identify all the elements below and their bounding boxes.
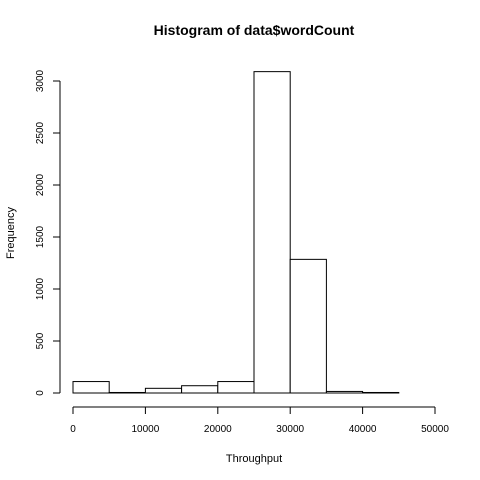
histogram-bar xyxy=(108,391,146,394)
bars-layer xyxy=(72,71,400,394)
x-tick-label: 0 xyxy=(70,424,76,435)
y-tick-label: 2000 xyxy=(35,173,46,196)
x-axis-label: Throughput xyxy=(226,453,282,465)
histogram-bar xyxy=(289,258,327,394)
y-tick-label: 2500 xyxy=(35,121,46,144)
histogram-bar xyxy=(253,71,291,394)
histogram-bar xyxy=(181,385,219,394)
histogram-bar xyxy=(144,387,183,394)
histogram-bar xyxy=(325,390,364,394)
y-axis-label: Frequency xyxy=(5,207,17,259)
x-tick-label: 50000 xyxy=(421,424,449,435)
x-tick-label: 30000 xyxy=(276,424,304,435)
x-tick-label: 10000 xyxy=(131,424,159,435)
y-axis: 0 500 1000 1500 2000 2500 3000 xyxy=(35,69,61,396)
y-tick-label: 1000 xyxy=(35,277,46,300)
y-tick-label: 3000 xyxy=(35,69,46,92)
histogram-bar xyxy=(217,381,255,394)
y-tick-label: 0 xyxy=(35,390,46,396)
chart-title: Histogram of data$wordCount xyxy=(154,22,355,38)
x-tick-label: 40000 xyxy=(349,424,377,435)
x-axis: 0 10000 20000 30000 40000 50000 xyxy=(70,406,449,435)
histogram-bar xyxy=(362,391,400,394)
histogram-bar xyxy=(72,381,110,394)
y-tick-label: 1500 xyxy=(35,225,46,248)
y-tick-label: 500 xyxy=(35,332,46,349)
x-tick-label: 20000 xyxy=(204,424,232,435)
